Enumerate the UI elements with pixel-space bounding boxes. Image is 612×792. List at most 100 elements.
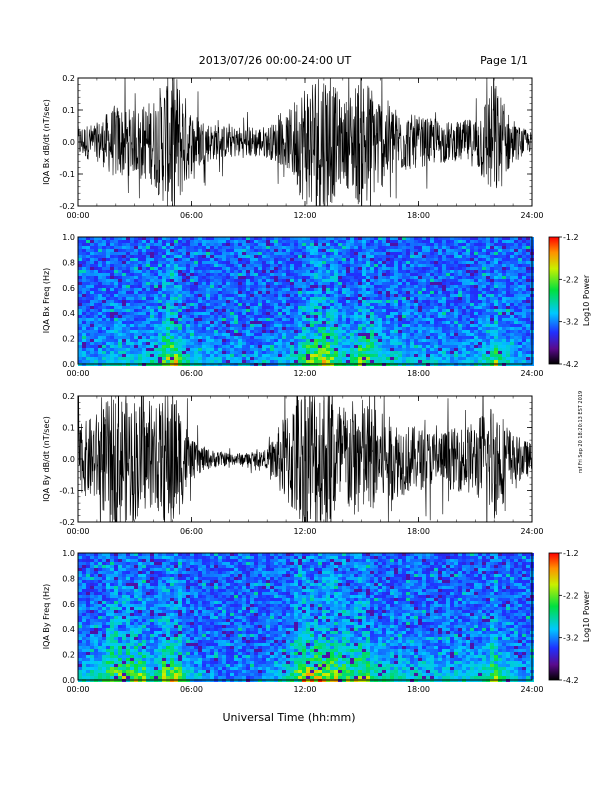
spectrogram-cell: [122, 273, 126, 276]
spectrogram-cell: [266, 261, 270, 264]
spectrogram-cell: [146, 342, 150, 345]
spectrogram-cell: [474, 246, 478, 249]
spectrogram-cell: [314, 357, 318, 360]
spectrogram-cell: [474, 345, 478, 348]
spectrogram-cell: [258, 294, 262, 297]
spectrogram-cell: [462, 267, 466, 270]
spectrogram-cell: [218, 324, 222, 327]
spectrogram-cell: [190, 258, 194, 261]
spectrogram-cell: [206, 276, 210, 279]
spectrogram-cell: [374, 336, 378, 339]
spectrogram-cell: [474, 270, 478, 273]
spectrogram-cell: [314, 315, 318, 318]
spectrogram-cell: [374, 342, 378, 345]
spectrogram-cell: [410, 288, 414, 291]
spectrogram-cell: [146, 291, 150, 294]
spectrogram-cell: [254, 255, 258, 258]
spectrogram-cell: [330, 249, 334, 252]
spectrogram-cell: [174, 279, 178, 282]
spectrogram-cell: [162, 246, 166, 249]
spectrogram-cell: [270, 333, 274, 336]
y-tick-label: 0.0: [62, 360, 75, 369]
spectrogram-cell: [254, 309, 258, 312]
spectrogram-cell: [498, 249, 502, 252]
spectrogram-cell: [314, 351, 318, 354]
spectrogram-cell: [398, 276, 402, 279]
spectrogram-cell: [102, 276, 106, 279]
spectrogram-cell: [186, 342, 190, 345]
spectrogram-cell: [430, 246, 434, 249]
spectrogram-cell: [454, 255, 458, 258]
spectrogram-cell: [386, 273, 390, 276]
spectrogram-cell: [94, 342, 98, 345]
spectrogram-cell: [514, 300, 518, 303]
spectrogram-cell: [198, 309, 202, 312]
spectrogram-cell: [322, 246, 326, 249]
spectrogram-cell: [190, 240, 194, 243]
spectrogram-cell: [162, 294, 166, 297]
spectrogram-cell: [182, 264, 186, 267]
spectrogram-cell: [394, 339, 398, 342]
spectrogram-cell: [182, 357, 186, 360]
spectrogram-cell: [194, 297, 198, 300]
spectrogram-cell: [270, 249, 274, 252]
spectrogram-cell: [354, 303, 358, 306]
spectrogram-cell: [458, 324, 462, 327]
spectrogram-cell: [442, 288, 446, 291]
spectrogram-cell: [174, 315, 178, 318]
spectrogram-cell: [370, 300, 374, 303]
spectrogram-cell: [470, 324, 474, 327]
spectrogram-cell: [226, 276, 230, 279]
spectrogram-cell: [154, 321, 158, 324]
spectrogram-cell: [366, 273, 370, 276]
spectrogram-cell: [482, 240, 486, 243]
spectrogram-cell: [330, 342, 334, 345]
spectrogram-cell: [330, 270, 334, 273]
spectrogram-cell: [438, 249, 442, 252]
spectrogram-cell: [82, 291, 86, 294]
spectrogram-cell: [210, 285, 214, 288]
spectrogram-cell: [114, 240, 118, 243]
spectrogram-cell: [374, 279, 378, 282]
spectrogram-cell: [362, 321, 366, 324]
spectrogram-cell: [114, 309, 118, 312]
spectrogram-cell: [158, 348, 162, 351]
spectrogram-cell: [454, 291, 458, 294]
spectrogram-cell: [486, 267, 490, 270]
spectrogram-cell: [494, 303, 498, 306]
spectrogram-cell: [258, 279, 262, 282]
spectrogram-cell: [502, 303, 506, 306]
spectrogram-cell: [118, 246, 122, 249]
spectrogram-cell: [170, 285, 174, 288]
spectrogram-cell: [114, 243, 118, 246]
spectrogram-cell: [506, 288, 510, 291]
spectrogram-cell: [338, 273, 342, 276]
spectrogram-cell: [510, 291, 514, 294]
spectrogram-cell: [226, 243, 230, 246]
spectrogram-cell: [342, 324, 346, 327]
spectrogram-cell: [294, 255, 298, 258]
spectrogram-cell: [226, 342, 230, 345]
spectrogram-cell: [322, 237, 326, 240]
spectrogram-cell: [350, 279, 354, 282]
spectrogram-cell: [390, 252, 394, 255]
spectrogram-cell: [290, 297, 294, 300]
spectrogram-cell: [454, 267, 458, 270]
spectrogram-cell: [126, 315, 130, 318]
spectrogram-cell: [242, 297, 246, 300]
spectrogram-cell: [382, 252, 386, 255]
spectrogram-cell: [346, 258, 350, 261]
spectrogram-cell: [230, 354, 234, 357]
spectrogram-cell: [142, 279, 146, 282]
spectrogram-cell: [250, 357, 254, 360]
spectrogram-cell: [146, 351, 150, 354]
spectrogram-cell: [318, 279, 322, 282]
spectrogram-cell: [302, 249, 306, 252]
spectrogram-cell: [130, 303, 134, 306]
spectrogram-cell: [370, 240, 374, 243]
spectrogram-cell: [510, 345, 514, 348]
spectrogram-cell: [294, 276, 298, 279]
spectrogram-cell: [86, 300, 90, 303]
spectrogram-cell: [134, 264, 138, 267]
spectrogram-cell: [166, 318, 170, 321]
